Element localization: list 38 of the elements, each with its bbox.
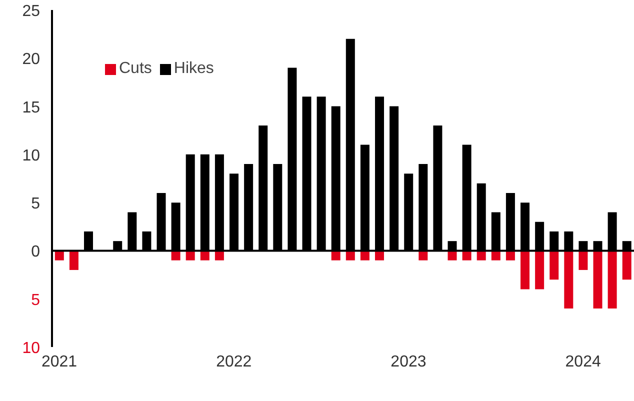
x-tick-label: 2024 (565, 353, 601, 370)
bar (214, 250, 224, 260)
bar (578, 250, 588, 270)
bar (54, 250, 64, 260)
bar (622, 250, 632, 280)
bar (448, 250, 457, 260)
bar (462, 250, 472, 260)
bar (331, 250, 340, 260)
bar (535, 250, 544, 290)
bar (491, 250, 500, 260)
bar (593, 250, 602, 308)
y-tick-label: 10 (22, 147, 40, 164)
y-tick-label: 5 (31, 292, 40, 309)
y-tick-label: 25 (22, 3, 40, 20)
bar (550, 250, 559, 280)
bar (346, 250, 355, 260)
bar (69, 250, 78, 270)
y-tick-label: 5 (31, 196, 40, 213)
bar (360, 250, 370, 260)
bar (375, 250, 384, 260)
x-tick-label: 2023 (390, 353, 426, 370)
bar (171, 250, 180, 260)
bar (200, 250, 210, 260)
bar (608, 250, 617, 308)
bar (564, 250, 574, 308)
legend-label: Cuts (118, 60, 152, 78)
bar (506, 250, 515, 260)
y-tick-label: 10 (22, 340, 40, 357)
bar (186, 250, 195, 260)
bar (520, 250, 530, 290)
x-tick-label: 2022 (216, 353, 252, 370)
legend-label: Hikes (172, 60, 214, 78)
bar (418, 250, 428, 260)
bar (476, 250, 486, 260)
y-tick-label: 15 (22, 99, 40, 116)
y-tick-label: 20 (22, 51, 40, 68)
y-tick-label: 0 (31, 244, 40, 261)
x-tick-label: 2021 (41, 353, 78, 370)
